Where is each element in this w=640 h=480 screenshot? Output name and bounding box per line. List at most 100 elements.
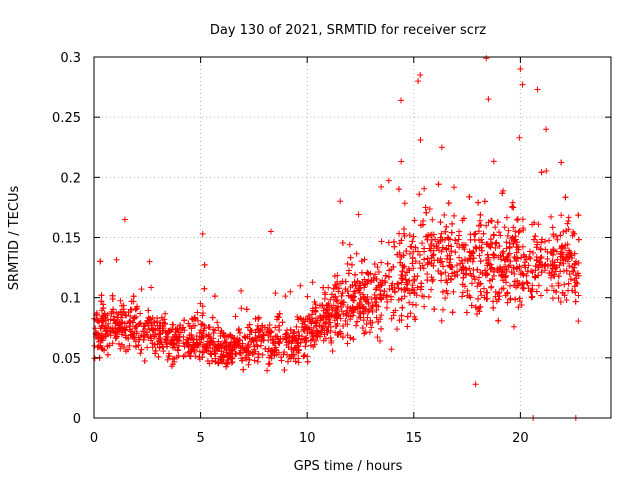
data-point [131,325,138,332]
data-point [483,295,490,302]
data-point [133,313,140,320]
data-point [122,348,129,355]
data-point [475,199,482,206]
data-point [474,295,481,302]
y-tick-label: 0.3 [60,51,81,66]
data-point [459,281,466,288]
data-point [546,270,553,277]
data-point [348,261,355,268]
data-point [495,317,502,324]
data-point [333,322,340,329]
data-point [205,333,212,340]
data-point [468,302,475,309]
data-point [504,254,511,261]
data-point [297,282,304,289]
data-point [373,276,380,283]
data-point [242,335,249,342]
data-point [373,302,380,309]
data-point [272,344,279,351]
data-point [215,324,222,331]
data-point [406,290,413,297]
data-point [509,203,516,210]
data-point [553,248,560,255]
data-point [329,348,336,355]
data-point [108,328,115,335]
data-point [231,342,238,349]
data-point [521,253,528,260]
data-point [554,256,561,263]
data-point [349,282,356,289]
data-point [188,325,195,332]
data-point [105,325,112,332]
data-point [109,296,116,303]
data-point [516,228,523,235]
data-point [196,329,203,336]
data-point [312,319,319,326]
data-point [348,308,355,315]
data-point [158,314,165,321]
data-point [205,324,212,331]
data-point [296,347,303,354]
data-point [477,258,484,265]
data-point [533,288,540,295]
data-point [265,354,272,361]
data-point [181,317,188,324]
data-point [357,282,364,289]
data-point [360,317,367,324]
y-tick-label: 0.2 [60,171,81,186]
data-point [550,251,557,258]
data-point [442,295,449,302]
data-point [152,350,159,357]
data-point [476,228,483,235]
data-point [572,298,579,305]
data-point [426,245,433,252]
data-point [210,330,217,337]
data-point [572,289,579,296]
data-point [295,349,302,356]
data-point [352,271,359,278]
data-point [508,269,515,276]
data-point [309,307,316,314]
data-point [385,239,392,246]
data-point [372,286,379,293]
data-point [172,331,179,338]
data-point [141,358,148,364]
data-point [409,254,416,261]
data-point [449,220,456,227]
data-point [482,267,489,274]
data-point [102,322,109,329]
data-point [549,224,556,231]
data-point [439,288,446,295]
data-point [562,242,569,249]
data-point [496,289,503,296]
data-point [503,214,510,221]
data-point [211,293,218,300]
data-point [137,319,144,326]
data-point [430,251,437,258]
data-point [442,228,449,235]
data-point [295,316,302,323]
data-point [107,332,114,339]
data-point [438,317,445,324]
data-point [488,217,495,224]
data-point [518,301,525,308]
data-point [518,254,525,261]
data-point [574,270,581,277]
data-point [156,344,163,351]
data-point [492,224,499,231]
data-point [227,332,234,339]
data-point [223,346,230,353]
data-point [375,268,382,275]
data-point [427,241,434,248]
data-point [338,308,345,315]
data-point [538,236,545,243]
data-point [259,322,266,329]
data-point [550,231,557,238]
y-tick-label: 0.05 [52,352,81,367]
data-point [414,273,421,280]
data-point [529,293,536,300]
data-point [236,329,243,336]
data-point [402,276,409,283]
data-point [264,367,271,374]
data-point [478,292,485,299]
